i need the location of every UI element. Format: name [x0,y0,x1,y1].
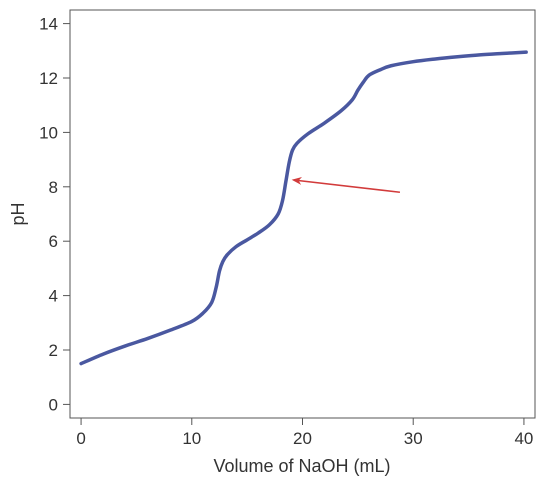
y-tick-label: 0 [49,395,58,414]
y-tick-label: 4 [49,287,58,306]
x-axis-label: Volume of NaOH (mL) [213,456,390,476]
y-axis-label: pH [8,202,28,225]
annotation-arrow [291,176,401,194]
x-tick-label: 10 [182,429,201,448]
y-tick-label: 6 [49,232,58,251]
y-axis: 0 2 4 6 8 10 12 14 [39,15,70,414]
x-tick-label: 0 [76,429,85,448]
y-tick-label: 12 [39,69,58,88]
y-tick-label: 2 [49,341,58,360]
y-tick-label: 10 [39,123,58,142]
y-tick-label: 14 [39,15,58,34]
plot-frame [69,9,536,419]
x-tick-label: 30 [404,429,423,448]
titration-curve-line [79,50,528,366]
x-axis: 0 10 20 30 40 [76,418,533,448]
x-tick-label: 40 [514,429,533,448]
y-tick-label: 8 [49,178,58,197]
x-tick-label: 20 [293,429,312,448]
